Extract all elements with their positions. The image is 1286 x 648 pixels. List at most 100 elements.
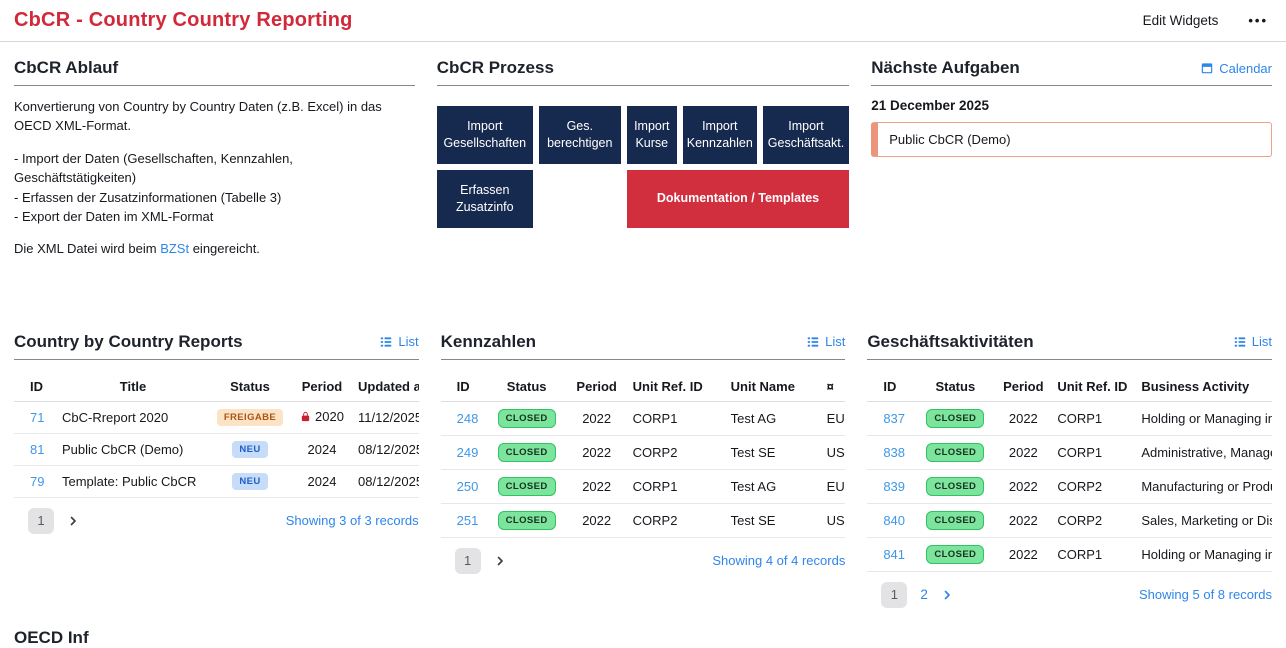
- column-header-period: Period: [993, 371, 1052, 402]
- widget-cbcr-prozess: CbCR Prozess Import Gesellschaften Ges. …: [436, 58, 850, 272]
- record-id-link[interactable]: 250: [456, 478, 479, 494]
- cell-period: 2022: [993, 503, 1052, 538]
- ablauf-bullet: - Erfassen der Zusatzinformationen (Tabe…: [14, 189, 282, 205]
- cell-unit_name: Test SE: [724, 503, 821, 538]
- widget-naechste-aufgaben: Nächste Aufgaben Calendar 21 December 20…: [871, 58, 1272, 272]
- record-id-link[interactable]: 81: [30, 441, 45, 457]
- cell-period: 2022: [564, 503, 627, 538]
- calendar-button[interactable]: Calendar: [1200, 61, 1272, 76]
- page-header: CbCR - Country Country Reporting Edit Wi…: [0, 0, 1286, 42]
- ablauf-footer-text: eingereicht.: [189, 240, 260, 256]
- column-header-id: ID: [14, 371, 56, 402]
- cell-status: CLOSED: [915, 503, 994, 538]
- widget-country-reports: Country by Country Reports List ID Title S…: [14, 332, 419, 608]
- cell-currency: USD: [820, 503, 846, 538]
- import-gesellschaften-button[interactable]: Import Gesellschaften: [436, 106, 533, 164]
- ablauf-bullets: - Import der Daten (Gesellschaften, Kenn…: [14, 149, 415, 227]
- overflow-menu-icon[interactable]: •••: [1248, 13, 1268, 28]
- process-button-row: Erfassen Zusatzinfo Dokumentation / Temp…: [436, 170, 850, 228]
- record-id-link[interactable]: 838: [883, 444, 906, 460]
- cell-unit_ref: CORP1: [1051, 435, 1136, 470]
- column-header-currency: ¤: [820, 371, 846, 402]
- cell-updated: 08/12/2025,: [352, 433, 419, 466]
- process-button-row: Import Gesellschaften Ges. berechtigen I…: [436, 106, 850, 164]
- widget-geschaeftsaktivitaeten: Geschäftsaktivitäten List ID Status Period…: [867, 332, 1272, 608]
- record-id-link[interactable]: 249: [456, 444, 479, 460]
- record-id-link[interactable]: 837: [883, 410, 906, 426]
- cell-id: 250: [440, 469, 487, 504]
- cell-updated: 11/12/2025, 1: [352, 401, 419, 434]
- page-button-active[interactable]: 1: [881, 581, 908, 608]
- cell-status: CLOSED: [915, 401, 994, 436]
- cell-status: CLOSED: [486, 435, 565, 470]
- record-id-link[interactable]: 251: [456, 512, 479, 528]
- record-id-link[interactable]: 79: [30, 473, 45, 489]
- records-count: Showing 3 of 3 records: [285, 513, 419, 529]
- column-header-status: Status: [208, 371, 290, 402]
- cell-activity: Sales, Marketing or Distrib: [1135, 503, 1272, 538]
- cell-id: 839: [867, 469, 916, 504]
- widget-header: Geschäftsaktivitäten List: [867, 332, 1272, 360]
- erfassen-zusatzinfo-button[interactable]: Erfassen Zusatzinfo: [436, 170, 533, 228]
- ges-berechtigen-button[interactable]: Ges. berechtigen: [538, 106, 621, 164]
- page-button-active[interactable]: 1: [28, 507, 54, 534]
- cell-activity: Holding or Managing intell: [1135, 537, 1272, 572]
- page-button-active[interactable]: 1: [454, 547, 481, 574]
- calendar-icon: [1201, 63, 1213, 74]
- next-page-button[interactable]: [67, 515, 79, 527]
- cell-status: NEU: [208, 433, 290, 466]
- import-geschaeftsakt-button[interactable]: Import Geschäftsakt.: [762, 106, 850, 164]
- cell-unit_ref: CORP1: [1051, 401, 1136, 436]
- next-page-button[interactable]: [494, 555, 506, 567]
- edit-widgets-button[interactable]: Edit Widgets: [1142, 13, 1219, 28]
- column-header-unit_ref: Unit Ref. ID: [626, 371, 725, 402]
- cell-unit_ref: CORP2: [1051, 503, 1136, 538]
- cell-activity: Administrative, Manageme: [1135, 435, 1272, 470]
- bzst-link[interactable]: BZSt: [160, 240, 190, 256]
- cell-activity: Manufacturing or Producti: [1135, 469, 1272, 504]
- column-header-title: Title: [56, 371, 208, 402]
- page-title: CbCR - Country Country Reporting: [14, 9, 353, 31]
- cell-period: 2022: [993, 537, 1052, 572]
- records-count: Showing 4 of 4 records: [712, 553, 846, 569]
- cell-currency: EUR: [820, 469, 846, 504]
- task-date: 21 December 2025: [871, 98, 990, 113]
- page-button[interactable]: 2: [920, 587, 928, 603]
- record-id-link[interactable]: 839: [883, 478, 906, 494]
- list-button[interactable]: List: [806, 334, 845, 349]
- record-id-link[interactable]: 840: [883, 512, 906, 528]
- ablauf-footer-text: Die XML Datei wird beim: [14, 240, 161, 256]
- column-header-id: ID: [867, 371, 916, 402]
- record-id-link[interactable]: 841: [883, 546, 906, 562]
- next-page-button[interactable]: [941, 589, 953, 601]
- record-id-link[interactable]: 71: [30, 409, 45, 425]
- import-kurse-button[interactable]: Import Kurse: [626, 106, 677, 164]
- list-label: List: [1251, 334, 1272, 350]
- record-id-link[interactable]: 248: [456, 410, 479, 426]
- ablauf-footer: Die XML Datei wird beim BZSt eingereicht…: [14, 240, 415, 259]
- cell-status: CLOSED: [915, 469, 994, 504]
- reports-table: ID Title Status Period Updated at 71 CbC-Rrep…: [14, 371, 419, 498]
- import-kennzahlen-button[interactable]: Import Kennzahlen: [682, 106, 757, 164]
- ablauf-bullet: - Import der Daten (Gesellschaften, Kenn…: [14, 150, 293, 186]
- table-header-row: ID Title Status Period Updated at: [14, 371, 419, 402]
- column-header-unit_name: Unit Name: [724, 371, 821, 402]
- cell-unit_ref: CORP1: [626, 469, 725, 504]
- cell-period: 2020: [290, 401, 352, 434]
- period-value: 2020: [315, 409, 344, 425]
- list-button[interactable]: List: [379, 334, 419, 349]
- widget-kennzahlen: Kennzahlen List ID Status Period Unit Ref. …: [440, 332, 846, 608]
- list-button[interactable]: List: [1233, 334, 1272, 349]
- widget-header: Nächste Aufgaben Calendar: [871, 58, 1272, 86]
- table-row: 79 Template: Public CbCR NEU 2024 08/12/2025…: [14, 465, 419, 498]
- status-badge: CLOSED: [497, 476, 556, 496]
- cell-period: 2024: [290, 433, 352, 466]
- task-item[interactable]: Public CbCR (Demo): [871, 122, 1272, 157]
- cell-status: CLOSED: [915, 435, 994, 470]
- dokumentation-templates-button[interactable]: Dokumentation / Templates: [626, 170, 850, 228]
- reports-pagination: 1 Showing 3 of 3 records: [14, 507, 419, 534]
- list-icon: [1234, 336, 1245, 347]
